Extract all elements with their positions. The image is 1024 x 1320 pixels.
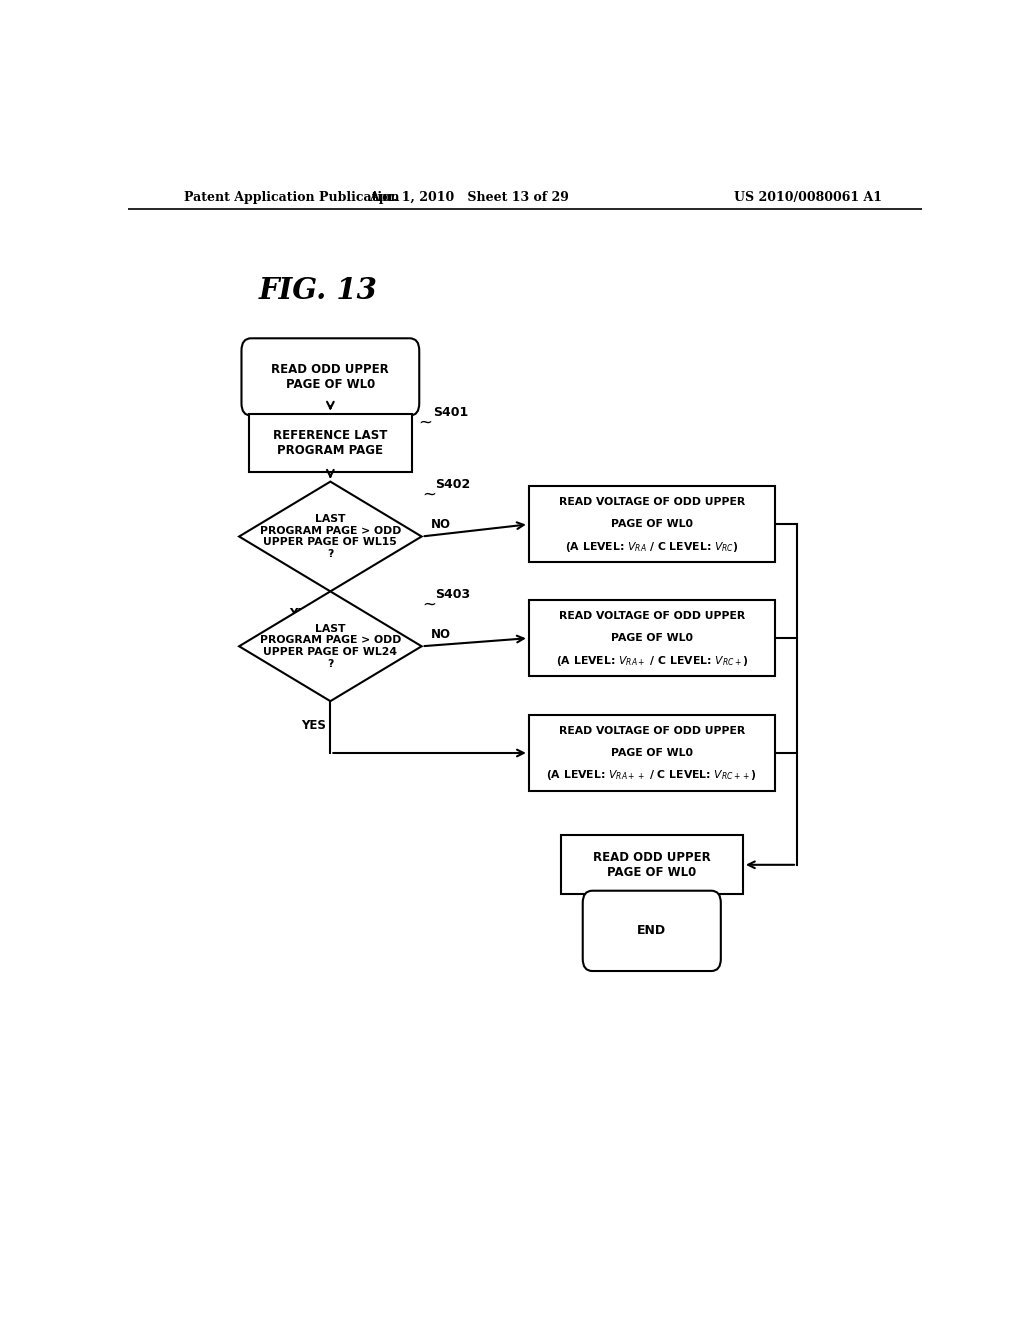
Text: REFERENCE LAST
PROGRAM PAGE: REFERENCE LAST PROGRAM PAGE — [273, 429, 387, 457]
Text: READ VOLTAGE OF ODD UPPER: READ VOLTAGE OF ODD UPPER — [559, 611, 744, 620]
Text: (A LEVEL: $V_{RA}$ / C LEVEL: $V_{RC}$): (A LEVEL: $V_{RA}$ / C LEVEL: $V_{RC}$) — [565, 540, 738, 553]
Text: NO: NO — [431, 517, 452, 531]
Text: READ ODD UPPER
PAGE OF WL0: READ ODD UPPER PAGE OF WL0 — [271, 363, 389, 391]
Text: S401: S401 — [433, 407, 468, 418]
Text: S403: S403 — [435, 587, 470, 601]
Polygon shape — [240, 591, 422, 701]
FancyBboxPatch shape — [528, 601, 775, 676]
FancyBboxPatch shape — [560, 836, 743, 894]
Text: LAST
PROGRAM PAGE > ODD
UPPER PAGE OF WL24
?: LAST PROGRAM PAGE > ODD UPPER PAGE OF WL… — [260, 624, 401, 669]
FancyBboxPatch shape — [242, 338, 419, 416]
Text: YES: YES — [290, 607, 314, 619]
Text: (A LEVEL: $V_{RA++}$ / C LEVEL: $V_{RC++}$): (A LEVEL: $V_{RA++}$ / C LEVEL: $V_{RC++… — [546, 768, 758, 783]
Text: YES: YES — [301, 719, 327, 733]
Text: READ ODD UPPER
PAGE OF WL0: READ ODD UPPER PAGE OF WL0 — [593, 851, 711, 879]
FancyBboxPatch shape — [249, 413, 412, 473]
Text: PAGE OF WL0: PAGE OF WL0 — [610, 634, 693, 643]
Text: ~: ~ — [423, 486, 436, 504]
Text: Patent Application Publication: Patent Application Publication — [183, 190, 399, 203]
Text: FIG. 13: FIG. 13 — [259, 276, 378, 305]
FancyBboxPatch shape — [528, 715, 775, 791]
Text: LAST
PROGRAM PAGE > ODD
UPPER PAGE OF WL15
?: LAST PROGRAM PAGE > ODD UPPER PAGE OF WL… — [260, 513, 401, 558]
Text: READ VOLTAGE OF ODD UPPER: READ VOLTAGE OF ODD UPPER — [559, 726, 744, 735]
Text: (A LEVEL: $V_{RA+}$ / C LEVEL: $V_{RC+}$): (A LEVEL: $V_{RA+}$ / C LEVEL: $V_{RC+}$… — [556, 653, 748, 668]
FancyBboxPatch shape — [583, 891, 721, 972]
Text: PAGE OF WL0: PAGE OF WL0 — [610, 748, 693, 758]
Text: Apr. 1, 2010   Sheet 13 of 29: Apr. 1, 2010 Sheet 13 of 29 — [370, 190, 569, 203]
Text: PAGE OF WL0: PAGE OF WL0 — [610, 519, 693, 529]
Text: ~: ~ — [423, 595, 436, 614]
FancyBboxPatch shape — [528, 486, 775, 562]
Polygon shape — [240, 482, 422, 591]
Text: US 2010/0080061 A1: US 2010/0080061 A1 — [734, 190, 882, 203]
Text: READ VOLTAGE OF ODD UPPER: READ VOLTAGE OF ODD UPPER — [559, 496, 744, 507]
Text: S402: S402 — [435, 478, 470, 491]
Text: END: END — [637, 924, 667, 937]
Text: NO: NO — [431, 627, 452, 640]
Text: ~: ~ — [418, 413, 432, 432]
